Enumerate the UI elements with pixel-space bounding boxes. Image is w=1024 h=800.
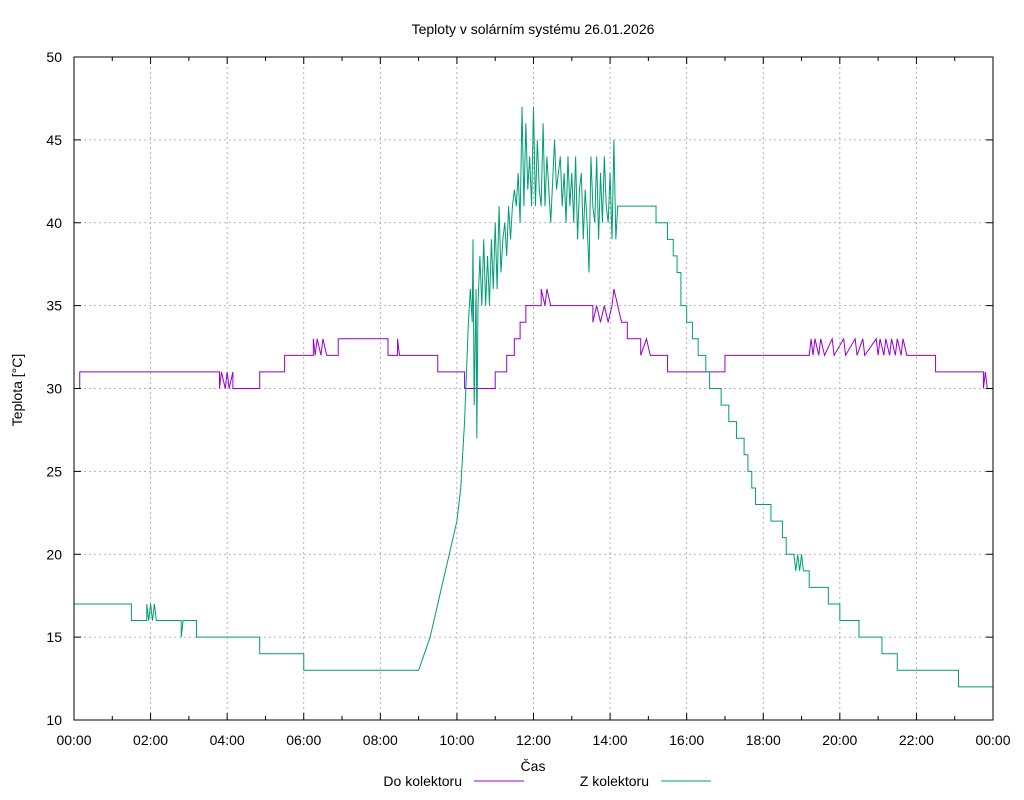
y-axis-label: Teplota [°C] (9, 354, 25, 427)
x-tick-label: 00:00 (975, 732, 1010, 748)
y-tick-label: 40 (46, 215, 62, 231)
x-axis-label: Čas (521, 758, 546, 774)
x-tick-label: 06:00 (286, 732, 321, 748)
x-tick-label: 08:00 (363, 732, 398, 748)
legend-label-z-kolektoru: Z kolektoru (580, 773, 649, 789)
x-tick-label: 22:00 (899, 732, 934, 748)
series-layer (74, 106, 993, 688)
ticks: 00:00 02:00 04:00 06:00 08:00 10:00 12:00 14:00… (46, 49, 1010, 748)
x-tick-label: 18:00 (746, 732, 781, 748)
y-tick-label: 45 (46, 132, 62, 148)
grid (74, 57, 993, 720)
series-line-do-kolektoru (74, 288, 993, 389)
legend: Do kolektoru Z kolektoru (383, 773, 711, 789)
y-tick-label: 50 (46, 49, 62, 65)
x-tick-label: 10:00 (439, 732, 474, 748)
x-tick-label: 14:00 (593, 732, 628, 748)
legend-label-do-kolektoru: Do kolektoru (383, 773, 462, 789)
y-tick-label: 25 (46, 463, 62, 479)
x-tick-label: 02:00 (133, 732, 168, 748)
y-tick-label: 10 (46, 712, 62, 728)
x-tick-label: 00:00 (56, 732, 91, 748)
series-line-z-kolektoru (74, 106, 993, 688)
x-tick-label: 04:00 (210, 732, 245, 748)
y-tick-label: 30 (46, 381, 62, 397)
x-tick-label: 12:00 (516, 732, 551, 748)
x-tick-label: 20:00 (822, 732, 857, 748)
y-tick-label: 15 (46, 629, 62, 645)
chart-title: Teploty v solárním systému 26.01.2026 (412, 21, 655, 37)
y-tick-label: 20 (46, 546, 62, 562)
y-tick-label: 35 (46, 298, 62, 314)
x-tick-label: 16:00 (669, 732, 704, 748)
